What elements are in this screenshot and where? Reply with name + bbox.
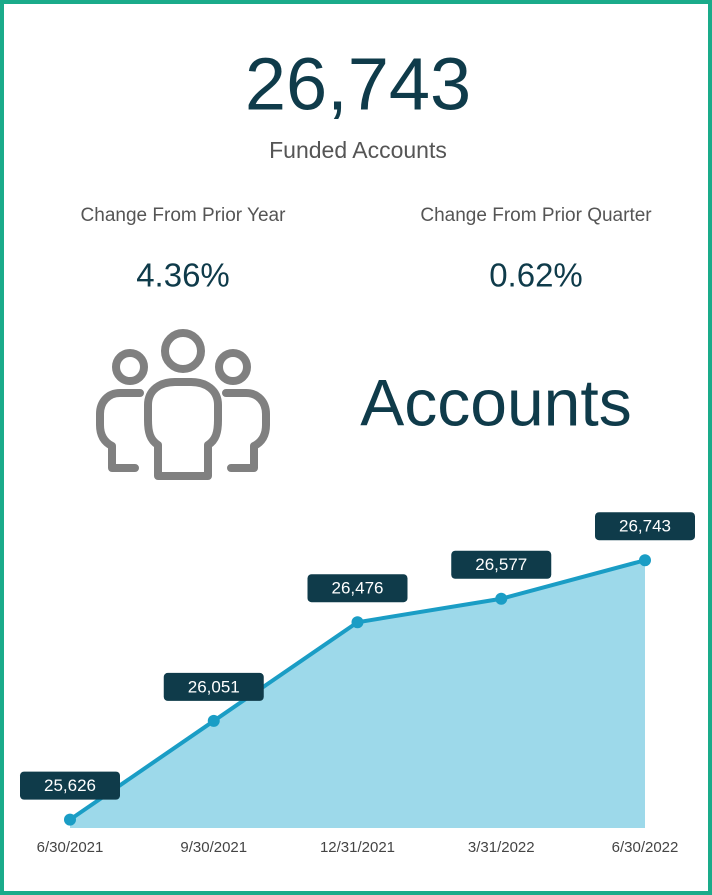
kpi-value: 26,743: [245, 43, 471, 126]
x-tick-label: 9/30/2021: [180, 839, 247, 856]
x-tick-label: 3/31/2022: [468, 839, 535, 856]
value-label: 26,051: [188, 677, 240, 696]
x-tick-label: 6/30/2021: [37, 839, 104, 856]
x-tick-label: 12/31/2021: [320, 839, 395, 856]
value-label-bg: [595, 512, 695, 541]
value-label: 26,476: [332, 579, 384, 598]
value-label-bg: [307, 574, 408, 603]
value-label: 25,626: [44, 776, 96, 795]
stat-value: 0.62%: [489, 257, 583, 294]
point: [495, 592, 508, 605]
stat-label: Change From Prior Year: [81, 205, 287, 226]
value-label-bg: [20, 771, 120, 800]
stat-label: Change From Prior Quarter: [420, 205, 652, 226]
value-label-bg: [163, 672, 264, 701]
people-icon: [96, 329, 270, 480]
area: [70, 560, 645, 828]
point: [639, 554, 651, 567]
point: [351, 616, 364, 629]
banner: Accounts: [360, 365, 631, 439]
stat-value: 4.36%: [136, 257, 230, 294]
value-label: 26,743: [619, 517, 671, 536]
point: [207, 714, 220, 727]
value-label: 26,577: [475, 555, 527, 574]
value-label-bg: [451, 550, 552, 579]
kpi-label: Funded Accounts: [269, 137, 447, 163]
x-tick-label: 6/30/2022: [612, 839, 679, 856]
point: [64, 813, 76, 826]
